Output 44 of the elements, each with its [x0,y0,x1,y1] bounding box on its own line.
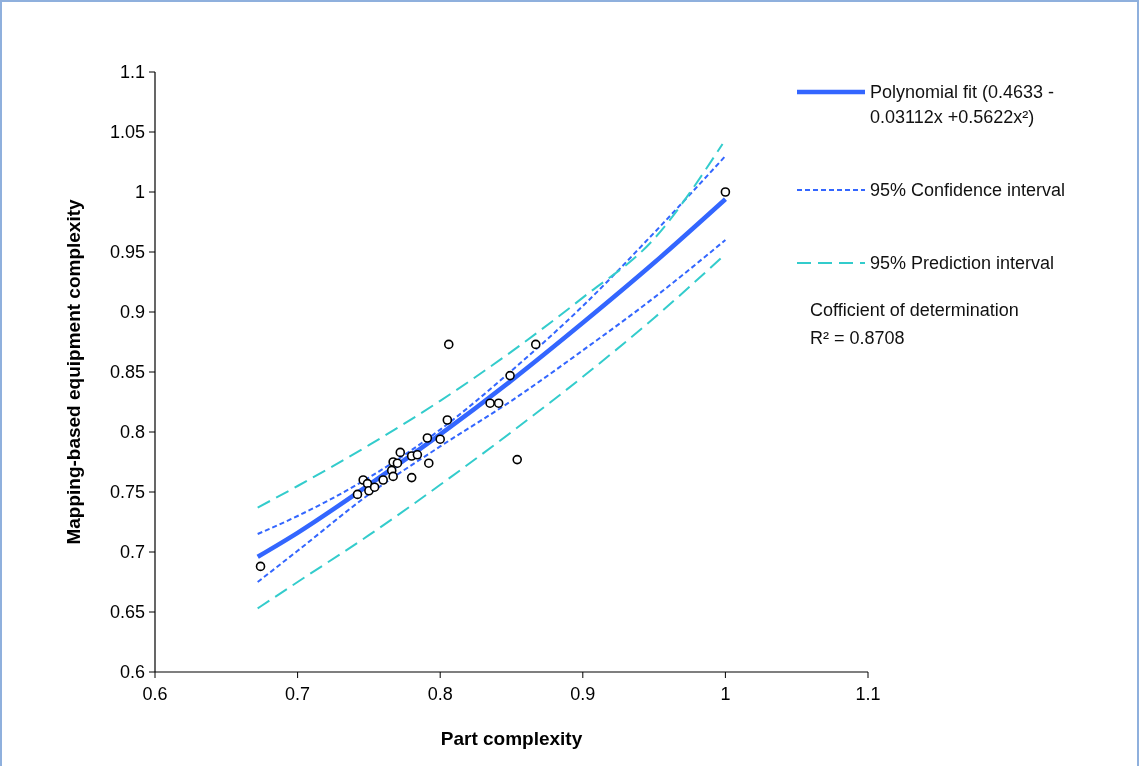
y-tick-label: 0.8 [119,422,145,443]
x-axis-title: Part complexity [440,728,583,749]
point [392,458,403,468]
point [412,450,423,460]
point [485,398,495,408]
x-tick-label: 0.8 [427,684,453,704]
point [435,434,445,444]
point [395,447,406,458]
point [406,472,417,483]
legend-label: 95% Confidence interval [870,180,1066,200]
x-tick-label: 0.9 [570,684,596,704]
point [422,433,433,443]
x-tick-label: 1.1 [855,684,881,704]
point [530,339,541,350]
y-tick-label: 0.65 [109,602,145,623]
y-tick-label: 0.9 [119,302,145,323]
y-tick-label: 0.75 [109,482,145,503]
y-tick-label: 0.95 [109,242,145,263]
point [388,471,398,482]
y-tick-label: 0.7 [119,542,145,563]
point [369,482,380,492]
legend-label: Polynomial fit (0.4633 - 0.03112x +0.5622x²) [870,82,1055,127]
point [442,415,453,425]
annotation: R² = 0.8708 [810,328,905,348]
point [505,370,515,381]
y-tick-label: 1 [134,182,145,203]
point [443,339,454,350]
y-axis-title: Mapping-based equipment complexity [63,198,84,545]
y-tick-label: 0.85 [109,362,145,383]
x-tick-label: 1 [720,684,731,704]
y-tick-label: 1.1 [119,62,145,83]
point [352,489,363,500]
y-tick-label: 0.6 [119,662,145,683]
x-tick-label: 0.7 [285,684,311,704]
x-tick-label: 0.6 [142,684,168,704]
annotation: Cofficient of determination [810,300,1019,320]
point [378,475,388,485]
point [720,187,731,197]
point [423,458,434,468]
y-tick-label: 1.05 [109,122,145,143]
point [493,398,504,408]
legend-label: 95% Prediction interval [870,253,1055,273]
point [512,454,522,465]
point [255,561,266,572]
